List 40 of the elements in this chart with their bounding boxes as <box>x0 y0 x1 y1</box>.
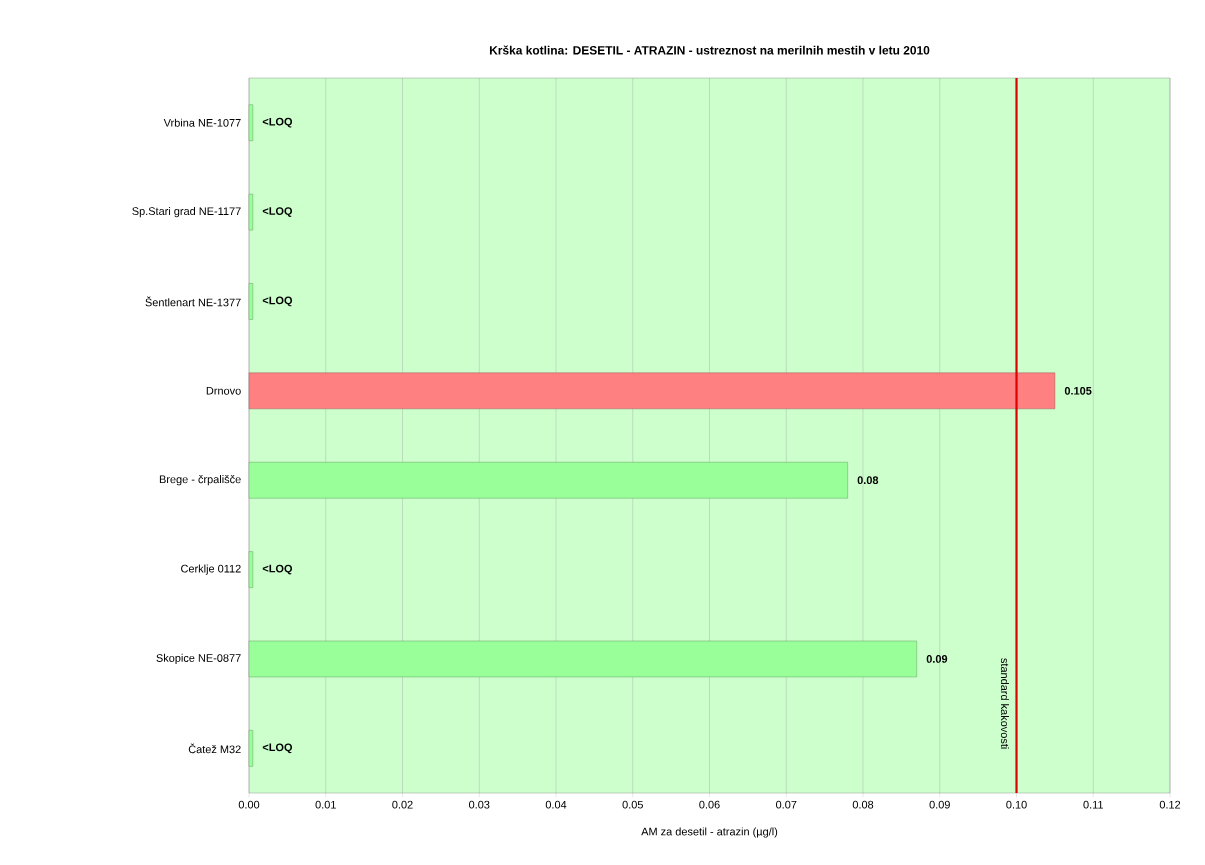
chart-title: Krška kotlina: DESETIL - ATRAZIN - ustreznost na merilnih mestih v letu 2010 <box>489 45 930 55</box>
data-label: 0.105 <box>1064 386 1092 395</box>
bar <box>248 283 254 320</box>
y-tick-label: Šentlenart NE-1377 <box>145 296 241 307</box>
x-tick-label: 0.09 <box>929 800 950 809</box>
y-tick-label: Skopice NE-0877 <box>156 653 241 665</box>
bar <box>248 193 254 231</box>
x-tick-label: 0.10 <box>1006 800 1027 809</box>
data-label: 0.08 <box>857 476 879 485</box>
ref-line-label: standard kakovosti <box>1000 658 1009 749</box>
data-label: 0.09 <box>926 655 948 663</box>
bar <box>248 462 848 499</box>
data-label: <LOQ <box>262 743 293 754</box>
x-tick-label: 0.03 <box>469 800 490 809</box>
bar <box>248 551 254 588</box>
bar <box>248 640 917 678</box>
x-tick-label: 0.12 <box>1159 800 1181 809</box>
data-label: <LOQ <box>262 564 293 575</box>
x-tick-label: 0.01 <box>315 800 336 809</box>
bar <box>248 104 254 141</box>
y-tick-label: Sp.Stari grad NE-1177 <box>132 206 241 218</box>
bar <box>248 372 1056 410</box>
y-tick-label: Cerklje 0112 <box>181 564 241 575</box>
y-tick-label: Drnovo <box>206 387 241 395</box>
y-tick-label: Brege - črpališče <box>159 475 241 486</box>
x-tick-label: 0.02 <box>392 800 413 809</box>
x-tick-label: 0.11 <box>1083 800 1103 809</box>
x-tick-label: 0.05 <box>622 800 643 809</box>
x-tick-label: 0.08 <box>852 800 874 809</box>
x-tick-label: 0.06 <box>699 800 720 809</box>
x-tick-label: 0.07 <box>776 800 797 809</box>
data-label: <LOQ <box>262 207 293 217</box>
x-tick-label: 0.00 <box>238 800 260 809</box>
y-tick-label: Čatež M32 <box>188 743 241 754</box>
x-axis-title: AM za desetil - atrazin (µg/l) <box>641 827 778 838</box>
data-label: <LOQ <box>262 117 293 128</box>
x-tick-label: 0.04 <box>545 800 567 809</box>
data-label: <LOQ <box>262 296 293 307</box>
bar <box>248 730 254 767</box>
y-tick-label: Vrbina NE-1077 <box>163 118 241 127</box>
